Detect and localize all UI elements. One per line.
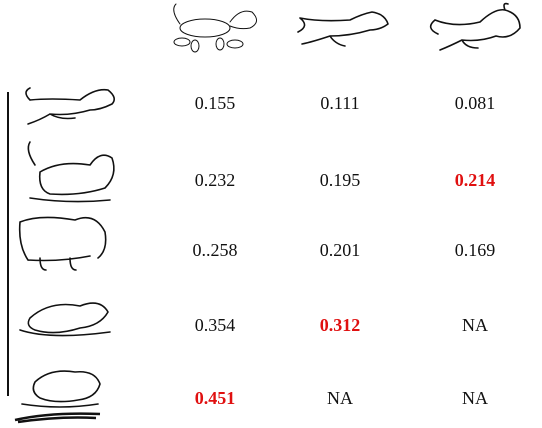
row-sketch-dog	[25, 87, 116, 125]
table-cell: 0.214	[454, 170, 496, 190]
row-sketch-pug	[21, 370, 101, 408]
row-sketch-cat	[27, 141, 115, 203]
table-cell: NA	[462, 315, 488, 335]
table-cell: 0.081	[454, 93, 496, 113]
table-cell: 0.195	[319, 170, 361, 190]
header-sketch-1	[173, 3, 257, 53]
table-cell: NA	[462, 388, 488, 408]
table-cell: 0.169	[454, 240, 496, 260]
table-cell: 0.201	[319, 240, 361, 260]
table-cell: 0.312	[319, 315, 361, 335]
table-cell: 0.451	[194, 388, 236, 408]
bottom-scribble	[14, 412, 101, 424]
table-cell: NA	[327, 388, 353, 408]
table-cell: 0..258	[192, 240, 238, 260]
row-sketch-elephant-dog	[18, 216, 107, 271]
table-cell: 0.111	[320, 93, 360, 113]
table-cell: 0.354	[194, 315, 236, 335]
table-cell: 0.155	[194, 93, 236, 113]
table-cell: 0.232	[194, 170, 236, 190]
header-sketch-3	[429, 2, 521, 51]
row-sketch-lying	[19, 302, 111, 337]
header-sketch-2	[297, 11, 389, 47]
